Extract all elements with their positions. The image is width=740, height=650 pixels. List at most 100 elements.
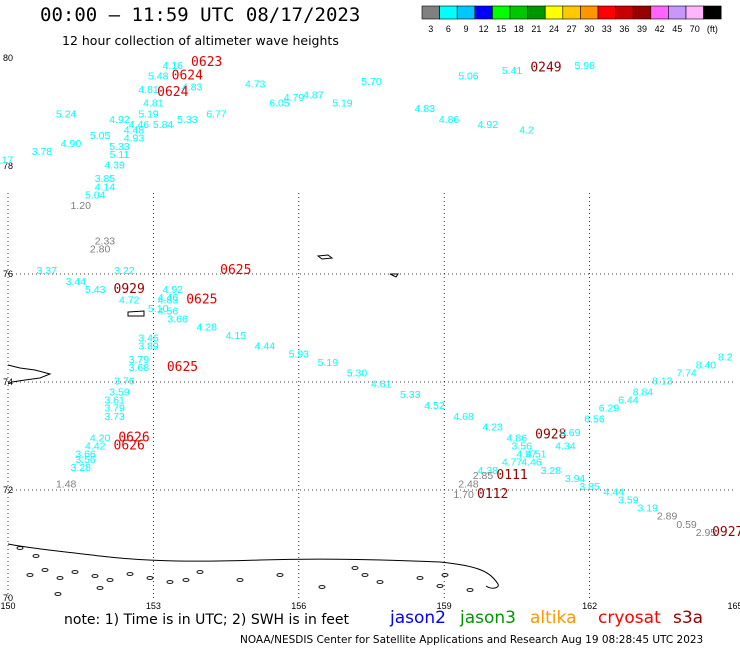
wave-height-value: 3.78 [32,146,53,158]
scale-label: 12 [479,24,489,34]
wave-height-value: 4.38 [478,465,499,477]
wave-height-value: 4.92 [163,284,184,296]
wave-height-value: 4.68 [453,411,474,423]
axis-tick-labels: 150 153 156 159 162 165 80 78 76 74 72 70 [0,53,740,611]
time-label: 0625 [167,360,198,375]
wave-height-value: 3.28 [541,465,562,477]
island [182,578,190,582]
legend-sat-label: cryosat [598,608,661,628]
wave-height-value: 3.19 [638,503,659,515]
wave-height-value: 3.28 [70,462,91,474]
scale-label: 42 [655,24,665,34]
wave-height-value: 4.2 [519,125,534,137]
x-tick-label: 150 [0,601,15,611]
scale-swatch [668,5,687,20]
island [166,580,174,584]
island [361,573,369,577]
time-label: 0249 [530,61,561,76]
y-tick-label: 72 [3,485,13,495]
coastline-segment [127,310,145,317]
wave-height-value: 3.73 [104,411,125,423]
island [26,573,34,577]
wave-height-value: 3.68 [129,362,150,374]
wave-height-value: 8.13 [652,376,673,388]
wave-height-value: 3.66 [75,449,96,461]
wave-height-value: 4.14 [95,181,116,193]
scale-label: 18 [514,24,524,34]
wave-height-value: 5.24 [56,108,77,120]
scale-swatch [421,5,440,20]
wave-height-value: 5.10 [148,303,169,315]
wave-height-value: 4.81 [138,84,159,96]
scale-label: 6 [446,24,451,34]
wave-height-value: 2.95 [696,527,717,539]
time-label: 0624 [172,69,203,84]
island [41,568,49,572]
wave-height-value: 4.46 [158,292,179,304]
legend-sat-label: jason3 [460,608,516,628]
x-tick-label: 162 [582,601,597,611]
wave-height-value: 4.15 [226,330,247,342]
wave-height-value: 5.30 [347,368,368,380]
scale-swatch [685,5,704,20]
x-tick-label: 165 [727,601,740,611]
wave-height-value: 1.48 [56,478,77,490]
wave-height-value: 4.51 [526,449,547,461]
coastline-segment [316,254,334,260]
wave-height-value: 5.19 [138,108,159,120]
wave-height-value: 3.76 [114,376,135,388]
y-tick-label: 70 [3,593,13,603]
wave-height-value: 5.04 [85,189,106,201]
island [196,570,204,574]
scale-label: 33 [602,24,612,34]
x-tick-label: 159 [437,601,452,611]
wave-height-value: 4.77 [502,457,523,469]
y-tick-label: 78 [3,161,13,171]
wave-height-value: 4.97 [516,449,537,461]
legend-sat-0: jason2 [390,608,446,628]
coastline-segment [7,364,52,385]
wave-height-value: 3.85 [95,173,116,185]
coastline-segment [389,273,399,278]
time-label: 0928 [535,428,566,443]
wave-height-value: 5.93 [289,349,310,361]
legend-sat-label: jason2 [390,608,446,628]
wave-height-value: 4.90 [61,138,82,150]
time-label: 0625 [186,293,217,308]
scale-label: 21 [531,24,541,34]
scale-label: 45 [672,24,682,34]
scale-swatch [527,5,546,20]
wave-height-value: 2.85 [473,470,494,482]
wave-height-value: 6.29 [599,403,620,415]
scale-label: 30 [584,24,594,34]
y-tick-label: 76 [3,269,13,279]
wave-height-value: 8.40 [696,360,717,372]
wave-height-value: 5.05 [90,130,111,142]
wave-height-value: 3.94 [565,473,586,485]
wave-height-value: 4.79 [284,92,305,104]
scale-swatch [632,5,652,20]
wave-height-value: 4.16 [163,60,184,72]
scale-label: 15 [496,24,506,34]
wave-height-value: 3.59 [618,495,639,507]
wave-height-value: 3.89 [138,341,159,353]
wave-height-value: 5.41 [502,65,523,77]
wave-height-value: 4.20 [90,432,111,444]
wave-height-value: 3.46 [138,333,159,345]
island [106,578,114,582]
legend-color-scale: 3 6 9 12 15 18 21 24 27 30 33 36 39 42 45 70 (ft) [421,5,722,34]
wave-height-value: 5.06 [458,71,479,83]
wave-height-value: 5.48 [148,71,169,83]
time-label: 0112 [477,487,508,502]
wave-height-value: 2.80 [90,243,111,255]
island [16,546,24,550]
wave-height-value: 2.33 [95,235,116,247]
scale-swatch [597,5,616,20]
scale-label: 3 [428,24,433,34]
wave-height-value: 5.11 [110,149,130,161]
time-label: 0626 [114,439,145,454]
wave-height-value: 6.44 [618,395,639,407]
x-tick-label: 153 [146,601,161,611]
